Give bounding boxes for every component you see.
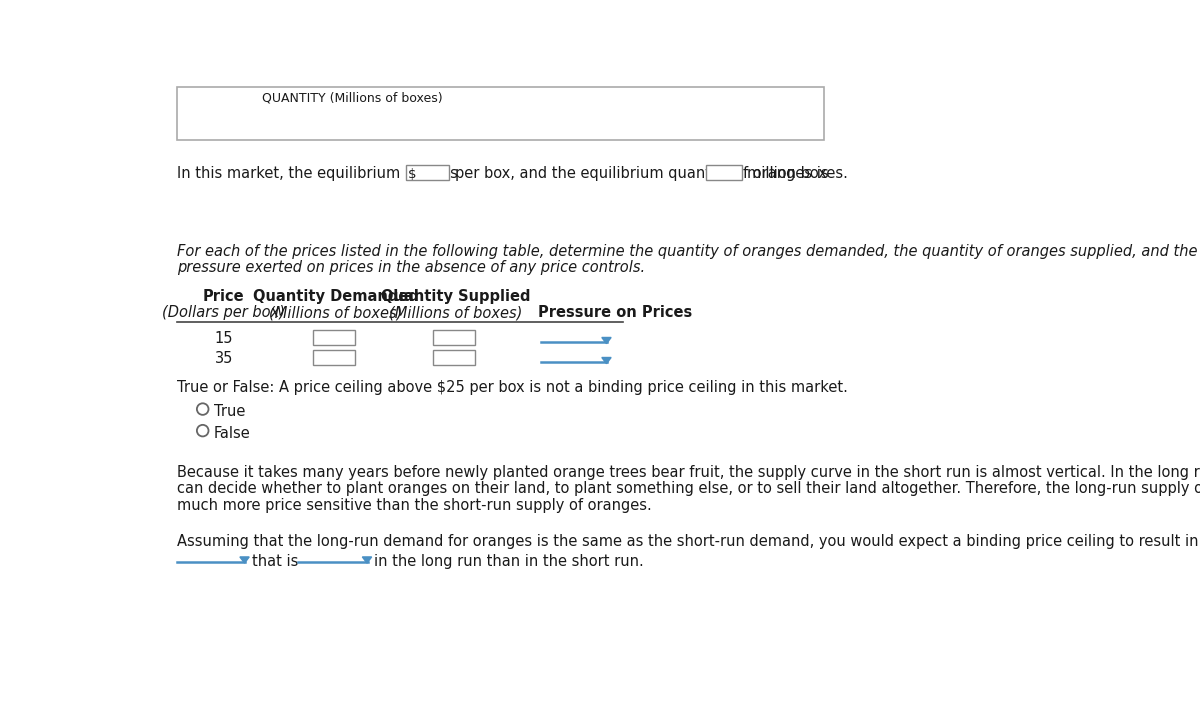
Text: in the long run than in the short run.: in the long run than in the short run. bbox=[374, 554, 643, 569]
Text: pressure exerted on prices in the absence of any price controls.: pressure exerted on prices in the absenc… bbox=[178, 261, 646, 276]
Polygon shape bbox=[602, 358, 611, 363]
Text: million boxes.: million boxes. bbox=[746, 166, 847, 181]
Text: $: $ bbox=[408, 168, 416, 181]
Text: 15: 15 bbox=[215, 331, 233, 346]
Text: Quantity Demanded: Quantity Demanded bbox=[253, 289, 419, 304]
Text: (Millions of boxes): (Millions of boxes) bbox=[390, 305, 523, 320]
Polygon shape bbox=[602, 338, 611, 343]
FancyBboxPatch shape bbox=[313, 330, 355, 345]
Polygon shape bbox=[240, 557, 250, 563]
FancyBboxPatch shape bbox=[707, 165, 742, 180]
Text: can decide whether to plant oranges on their land, to plant something else, or t: can decide whether to plant oranges on t… bbox=[178, 481, 1200, 496]
Text: Assuming that the long-run demand for oranges is the same as the short-run deman: Assuming that the long-run demand for or… bbox=[178, 534, 1200, 549]
Text: False: False bbox=[214, 426, 251, 441]
FancyBboxPatch shape bbox=[178, 87, 824, 139]
Text: much more price sensitive than the short-run supply of oranges.: much more price sensitive than the short… bbox=[178, 498, 652, 513]
Text: Price: Price bbox=[203, 289, 245, 304]
Text: True: True bbox=[214, 404, 245, 419]
Text: (Dollars per box): (Dollars per box) bbox=[162, 305, 286, 320]
FancyBboxPatch shape bbox=[406, 165, 449, 180]
Text: per box, and the equilibrium quantity of oranges is: per box, and the equilibrium quantity of… bbox=[455, 166, 828, 181]
FancyBboxPatch shape bbox=[433, 330, 475, 345]
Text: that is: that is bbox=[252, 554, 298, 569]
Text: 35: 35 bbox=[215, 351, 233, 366]
FancyBboxPatch shape bbox=[313, 350, 355, 365]
Text: In this market, the equilibrium price is: In this market, the equilibrium price is bbox=[178, 166, 458, 181]
Polygon shape bbox=[362, 557, 372, 563]
Text: For each of the prices listed in the following table, determine the quantity of : For each of the prices listed in the fol… bbox=[178, 243, 1200, 258]
Text: Quantity Supplied: Quantity Supplied bbox=[382, 289, 530, 304]
Text: Because it takes many years before newly planted orange trees bear fruit, the su: Because it takes many years before newly… bbox=[178, 465, 1200, 480]
FancyBboxPatch shape bbox=[433, 350, 475, 365]
Text: True or False: A price ceiling above $25 per box is not a binding price ceiling : True or False: A price ceiling above $25… bbox=[178, 380, 848, 395]
Text: QUANTITY (Millions of boxes): QUANTITY (Millions of boxes) bbox=[263, 92, 443, 105]
Text: Pressure on Prices: Pressure on Prices bbox=[538, 305, 691, 320]
Text: (Millions of boxes): (Millions of boxes) bbox=[269, 305, 403, 320]
